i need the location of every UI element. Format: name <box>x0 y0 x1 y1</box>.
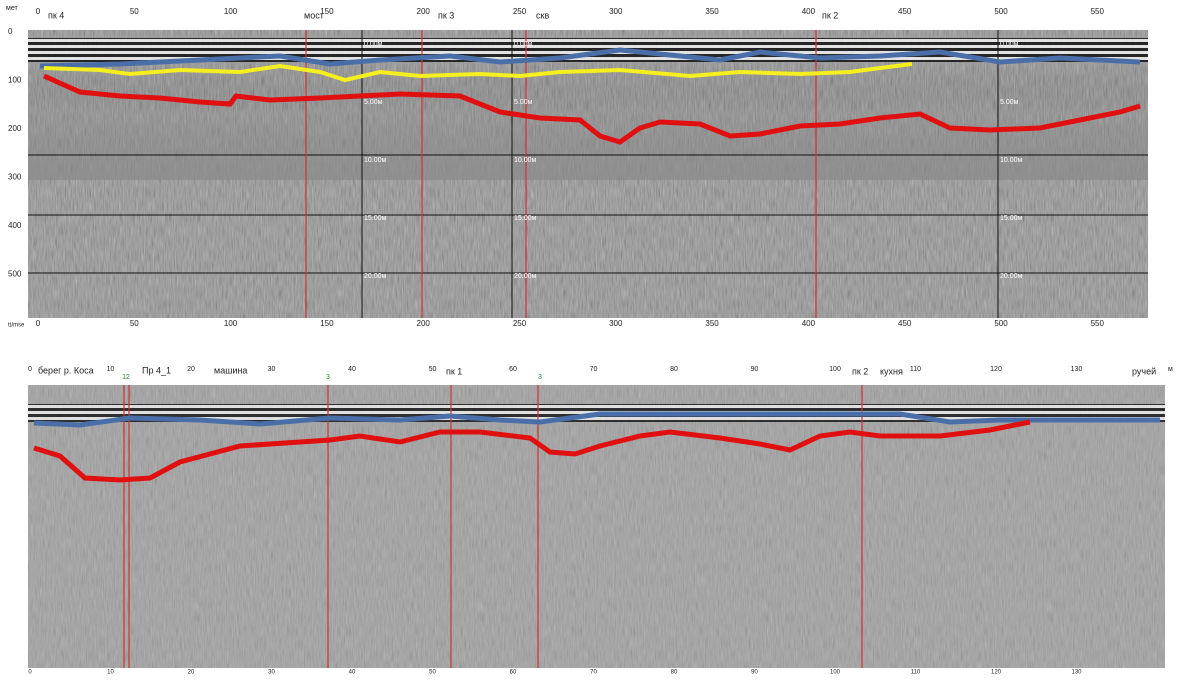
y-tick-label: 500 <box>8 270 22 279</box>
x-tick-label: 50 <box>130 7 139 16</box>
x-tick-label: 100 <box>829 366 841 373</box>
depth-label: 20.00м <box>1000 273 1023 280</box>
marker-label: скв <box>536 10 549 20</box>
marker-label: ручей <box>1132 366 1156 376</box>
x-unit: м <box>1168 366 1173 373</box>
x-tick-label: 450 <box>898 319 912 328</box>
depth-label: 10.00м <box>514 157 537 164</box>
depth-label: 0.00м <box>364 41 383 48</box>
marker-label: пк 2 <box>822 10 838 20</box>
marker-label: кухня <box>880 366 903 376</box>
x-tick-label: 250 <box>513 319 527 328</box>
x-tick-label: 400 <box>802 319 816 328</box>
depth-label: 5.00м <box>514 99 533 106</box>
depth-label: 20.00м <box>364 273 387 280</box>
y-tick-label: 300 <box>8 173 22 182</box>
x-tick-label: 110 <box>911 670 921 675</box>
x-tick-label: 150 <box>320 319 334 328</box>
line-number: 3 <box>326 374 330 381</box>
x-tick-label: 300 <box>609 7 623 16</box>
depth-label: 5.00м <box>364 99 383 106</box>
line-number: 12 <box>122 374 130 381</box>
depth-label: 15.00м <box>364 215 387 222</box>
depth-label: 15.00м <box>514 215 537 222</box>
x-tick-label: 60 <box>509 366 517 373</box>
x-tick-label: 250 <box>513 7 527 16</box>
x-tick-label: 0 <box>36 319 41 328</box>
x-tick-label: 200 <box>417 7 431 16</box>
x-tick-label: 450 <box>898 7 912 16</box>
x-tick-label: 100 <box>224 319 238 328</box>
x-tick-label: 0 <box>28 670 32 675</box>
depth-label: 0.00м <box>1000 41 1019 48</box>
x-tick-label: 110 <box>910 366 921 373</box>
bottom-radargram: 0 0 10 10 20 20 30 30 40 40 50 50 60 60 70 70 80 80 90 90 10… <box>28 365 1173 675</box>
x-tick-label: 70 <box>590 670 597 675</box>
x-tick-label: 130 <box>1071 670 1082 675</box>
y-tick-label: 100 <box>8 76 22 85</box>
marker-label: Пр 4_1 <box>142 365 171 375</box>
x-tick-label: 130 <box>1071 366 1083 373</box>
radargram-page: мет0050501001001501502002002502503003003… <box>0 0 1178 675</box>
x-tick-label: 90 <box>751 366 759 373</box>
x-tick-label: 10 <box>107 670 114 675</box>
y-tick-label: 400 <box>8 221 22 230</box>
x-tick-label: 10 <box>107 366 115 373</box>
x-tick-label: 350 <box>705 319 719 328</box>
depth-label: 10.00м <box>364 157 387 164</box>
x-tick-label: 90 <box>751 670 758 675</box>
x-tick-label: 300 <box>609 319 623 328</box>
depth-label: 5.00м <box>1000 99 1019 106</box>
x-tick-label: 120 <box>991 670 1002 675</box>
x-tick-label: 20 <box>187 366 195 373</box>
x-tick-label: 40 <box>348 366 356 373</box>
x-tick-label: 400 <box>802 7 816 16</box>
fade <box>28 60 1148 180</box>
line-number: 3 <box>538 374 542 381</box>
depth-label: 20.00м <box>514 273 537 280</box>
marker-label: мост <box>304 10 324 20</box>
marker-label: пк 4 <box>48 10 64 20</box>
x-tick-label: 500 <box>994 319 1008 328</box>
depth-label: 0.00м <box>514 41 533 48</box>
x-tick-label: 50 <box>130 319 139 328</box>
x-tick-label: 100 <box>224 7 238 16</box>
x-tick-label: 550 <box>1091 319 1105 328</box>
x-tick-label: 80 <box>671 670 678 675</box>
depth-label: 15.00м <box>1000 215 1023 222</box>
x-tick-label: 50 <box>429 670 436 675</box>
marker-label: машина <box>214 365 247 375</box>
y-unit: tt/mse <box>8 323 25 329</box>
x-tick-label: 550 <box>1091 7 1105 16</box>
marker-label: берег р. Коса <box>38 365 94 375</box>
marker-label: пк 3 <box>438 10 454 20</box>
x-tick-label: 0 <box>36 7 41 16</box>
x-tick-label: 60 <box>510 670 517 675</box>
x-tick-label: 350 <box>705 7 719 16</box>
x-tick-label: 120 <box>990 366 1002 373</box>
x-tick-label: 30 <box>268 670 275 675</box>
y-tick-label: 200 <box>8 124 22 133</box>
x-unit: мет <box>6 5 18 12</box>
x-tick-label: 30 <box>268 366 276 373</box>
depth-label: 10.00м <box>1000 157 1023 164</box>
x-tick-label: 200 <box>417 319 431 328</box>
marker-label: пк 1 <box>446 366 462 376</box>
x-tick-label: 0 <box>28 366 32 373</box>
x-tick-label: 40 <box>349 670 356 675</box>
x-tick-label: 70 <box>590 366 598 373</box>
x-tick-label: 80 <box>670 366 678 373</box>
x-tick-label: 20 <box>188 670 195 675</box>
x-tick-label: 50 <box>429 366 437 373</box>
y-tick-label: 0 <box>8 27 13 36</box>
x-tick-label: 100 <box>830 670 841 675</box>
marker-label: пк 2 <box>852 366 868 376</box>
x-tick-label: 500 <box>994 7 1008 16</box>
